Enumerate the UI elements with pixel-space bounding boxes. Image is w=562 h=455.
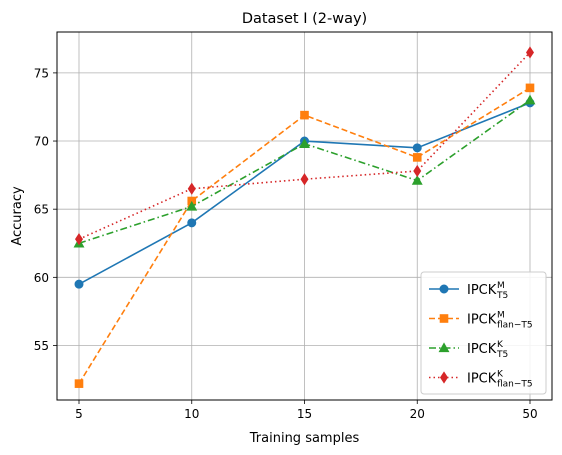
- series-4: [75, 46, 534, 246]
- data-point: [439, 284, 449, 294]
- x-axis-label: Training samples: [249, 431, 360, 446]
- data-point: [300, 173, 309, 186]
- x-tick-label: 10: [184, 407, 199, 421]
- legend: IPCKM T5 IPCKM flan−T5 IPCKK T5 IPCKK flan−T5: [420, 271, 547, 395]
- data-point: [412, 153, 422, 162]
- x-tick-label: 5: [75, 407, 83, 421]
- legend-label: IPCKK T5: [467, 340, 508, 360]
- y-tick-label: 60: [34, 271, 49, 285]
- data-point: [440, 371, 448, 384]
- data-point: [412, 143, 422, 153]
- data-point: [411, 174, 423, 185]
- y-axis-label: Accuracy: [10, 186, 25, 246]
- chart-title: Dataset I (2-way): [242, 11, 367, 27]
- data-point: [438, 342, 450, 353]
- legend-item: IPCKK T5: [429, 340, 508, 360]
- y-axis-ticks: 55 60 65 70 75: [34, 66, 57, 353]
- data-point: [74, 279, 84, 289]
- y-tick-label: 75: [34, 66, 49, 80]
- series-line: [78, 51, 531, 240]
- data-point: [439, 314, 449, 323]
- x-axis-ticks: 5 10 15 20 50: [75, 400, 538, 421]
- data-point: [187, 218, 197, 228]
- data-point: [75, 233, 83, 246]
- legend-box: [420, 271, 547, 395]
- data-point: [300, 110, 309, 120]
- data-point: [526, 46, 534, 59]
- data-point: [74, 379, 84, 388]
- data-point: [413, 164, 422, 178]
- data-point: [524, 94, 536, 105]
- data-point: [299, 138, 310, 148]
- data-point: [186, 200, 198, 211]
- legend-item: IPCKM T5: [429, 281, 508, 301]
- y-tick-label: 65: [34, 203, 49, 217]
- x-tick-label: 50: [522, 407, 537, 421]
- legend-label: IPCKM flan−T5: [467, 311, 533, 331]
- series-3: [73, 94, 536, 248]
- y-tick-label: 55: [34, 339, 49, 353]
- data-point: [187, 182, 196, 195]
- y-tick-label: 70: [34, 135, 49, 149]
- legend-item: IPCKM flan−T5: [429, 311, 533, 331]
- x-tick-label: 20: [410, 407, 425, 421]
- data-point: [525, 83, 535, 93]
- legend-item: IPCKK flan−T5: [429, 370, 533, 390]
- legend-label: IPCKK flan−T5: [467, 370, 533, 390]
- x-tick-label: 15: [297, 407, 312, 421]
- legend-label: IPCKM T5: [467, 281, 508, 301]
- series-layer: [73, 46, 536, 388]
